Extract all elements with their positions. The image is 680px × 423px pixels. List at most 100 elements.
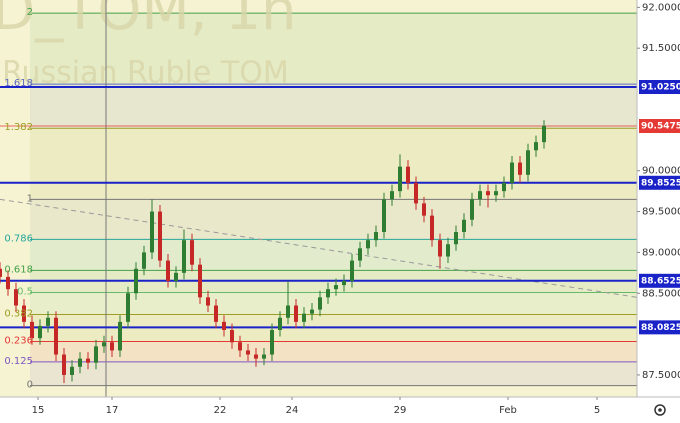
candle-body xyxy=(262,354,266,359)
candle-body xyxy=(358,248,362,261)
candle-body xyxy=(78,358,82,367)
candle-body xyxy=(38,325,42,339)
candle-body xyxy=(166,260,170,282)
fib-band xyxy=(30,239,637,271)
candle-body xyxy=(238,342,242,351)
candle-body xyxy=(102,342,106,347)
price-label: 89.8525 xyxy=(641,178,680,188)
candle-body xyxy=(126,293,130,322)
fib-label: 0.618 xyxy=(4,264,33,275)
fib-label: 0 xyxy=(27,380,33,391)
watermark-subtitle: Russian Ruble TOM xyxy=(2,56,289,91)
candle-body xyxy=(406,166,410,183)
candle-body xyxy=(134,268,138,294)
price-label-box xyxy=(639,273,680,288)
x-tick-label: 29 xyxy=(394,405,407,416)
x-tick-label: 5 xyxy=(594,405,600,416)
candle-body xyxy=(510,162,514,183)
candle-body xyxy=(542,125,546,143)
fib-band xyxy=(30,84,637,129)
x-tick-label: 15 xyxy=(32,405,45,416)
candle-body xyxy=(70,366,74,375)
candle-body xyxy=(342,281,346,286)
fib-band xyxy=(30,341,637,362)
candle-body xyxy=(318,297,322,310)
candle-body xyxy=(334,285,338,290)
candle-body xyxy=(390,191,394,200)
candle-body xyxy=(294,305,298,322)
fib-label: 0.382 xyxy=(4,308,33,319)
candle-body xyxy=(310,309,314,314)
candle-body xyxy=(486,191,490,196)
candle-body xyxy=(22,305,26,322)
candle-body xyxy=(534,142,538,151)
y-tick-label: 87.5000 xyxy=(642,370,680,381)
candle-body xyxy=(438,240,442,257)
price-label: 90.5475 xyxy=(641,122,680,132)
candle-body xyxy=(446,244,450,257)
price-label: 88.0825 xyxy=(641,323,680,333)
candle-body xyxy=(86,358,90,363)
candle-body xyxy=(502,182,506,192)
y-tick-label: 90.0000 xyxy=(642,166,680,177)
candle-body xyxy=(0,268,2,277)
candle-body xyxy=(518,162,522,175)
x-tick-label: Feb xyxy=(499,405,517,416)
candle-body xyxy=(222,321,226,331)
candle-body xyxy=(118,321,122,351)
candle-body xyxy=(246,350,250,355)
price-label: 88.6525 xyxy=(641,276,680,286)
candle-body xyxy=(62,354,66,375)
candle-body xyxy=(142,252,146,269)
candle-body xyxy=(382,199,386,232)
candle-body xyxy=(230,330,234,343)
candle-body xyxy=(278,317,282,331)
fib-band xyxy=(30,199,637,240)
candle-body xyxy=(30,321,34,339)
fib-band xyxy=(30,361,637,386)
candle-body xyxy=(6,276,10,290)
fib-label: 1 xyxy=(27,193,33,204)
price-label-box xyxy=(639,119,680,134)
fib-label: 0.125 xyxy=(4,356,33,367)
candle-body xyxy=(286,305,290,318)
candle-body xyxy=(414,182,418,204)
y-tick-label: 89.5000 xyxy=(642,207,680,218)
x-tick-label: 22 xyxy=(214,405,227,416)
price-label-box xyxy=(639,175,680,190)
candle-body xyxy=(470,199,474,220)
fib-label: 0.236 xyxy=(4,335,33,346)
y-tick-label: 91.5000 xyxy=(642,43,680,54)
candle-body xyxy=(14,289,18,306)
candle-body xyxy=(206,297,210,306)
candle-body xyxy=(326,289,330,298)
candle-body xyxy=(350,260,354,282)
candle-body xyxy=(190,240,194,265)
candle-body xyxy=(198,264,202,298)
candle-body xyxy=(454,231,458,245)
settings-icon[interactable] xyxy=(654,404,666,416)
fib-label: 1.618 xyxy=(4,78,33,89)
candle-body xyxy=(366,240,370,249)
candle-body xyxy=(430,215,434,241)
price-label-box xyxy=(639,320,680,335)
candle-body xyxy=(398,166,402,192)
fib-label: 0.786 xyxy=(4,233,33,244)
y-tick-label: 92.0000 xyxy=(642,2,680,13)
x-tick-label: 17 xyxy=(106,405,119,416)
candle-body xyxy=(54,317,58,355)
candle-body xyxy=(150,211,154,253)
candle-body xyxy=(270,330,274,355)
candle-body xyxy=(110,342,114,351)
candle-body xyxy=(478,191,482,200)
fib-band xyxy=(30,292,637,315)
candle-body xyxy=(182,240,186,273)
candle-body xyxy=(94,346,98,363)
candle-body xyxy=(174,272,178,282)
fib-label: 0.5 xyxy=(17,286,33,297)
price-label-box xyxy=(639,79,680,94)
fib-label: 2 xyxy=(27,7,33,18)
candle-body xyxy=(254,354,258,359)
y-tick-label: 88.5000 xyxy=(642,288,680,299)
